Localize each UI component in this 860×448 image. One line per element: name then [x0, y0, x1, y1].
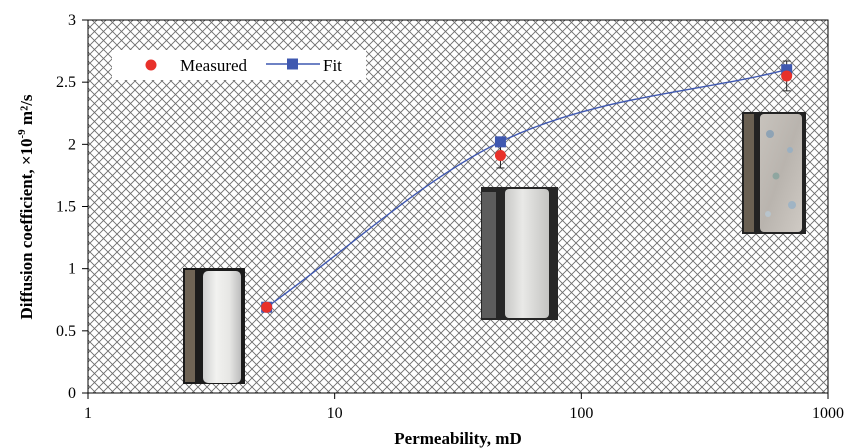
- legend: Measured Fit: [112, 50, 366, 80]
- core-photo-2: [481, 187, 558, 320]
- measured-point-1: [494, 150, 506, 162]
- y-tick-label-3: 1.5: [56, 199, 76, 216]
- x-tick-labels: 1 10 100 1000: [84, 405, 844, 422]
- y-tick-label-5: 2.5: [56, 74, 76, 91]
- axis-ticks: [82, 19, 829, 399]
- x-axis-title: Permeability, mD: [394, 429, 521, 448]
- y-axis-title: Diffusion coefficient, ×10-9 m²/s: [16, 94, 36, 319]
- y-axis-title-exp: -9: [16, 129, 28, 139]
- core-photo-1: [183, 268, 245, 384]
- y-tick-label-4: 2: [68, 136, 76, 153]
- data-marks: [261, 60, 793, 313]
- legend-fit-marker: [287, 58, 298, 70]
- x-tick-label-1: 10: [327, 405, 343, 422]
- legend-measured-marker: [145, 59, 157, 71]
- y-tick-labels: 0 0.5 1 1.5 2 2.5 3: [56, 12, 76, 402]
- fit-point-2: [781, 64, 793, 76]
- measured-point-0: [261, 301, 273, 313]
- x-tick-label-3: 1000: [812, 405, 844, 422]
- y-axis-title-unit: m²/s: [17, 94, 36, 129]
- legend-fit-label: Fit: [323, 56, 342, 75]
- core-photo-3: [742, 112, 806, 234]
- legend-measured-label: Measured: [180, 56, 248, 75]
- x-tick-label-2: 100: [569, 405, 593, 422]
- y-tick-label-6: 3: [68, 12, 76, 29]
- fit-point-1: [494, 136, 506, 148]
- y-tick-label-0: 0: [68, 385, 76, 402]
- x-tick-label-0: 1: [84, 405, 92, 422]
- y-tick-label-1: 0.5: [56, 323, 76, 340]
- y-axis-title-main: Diffusion coefficient, ×10: [17, 138, 36, 319]
- measured-point-2: [781, 70, 793, 82]
- y-tick-label-2: 1: [68, 261, 76, 278]
